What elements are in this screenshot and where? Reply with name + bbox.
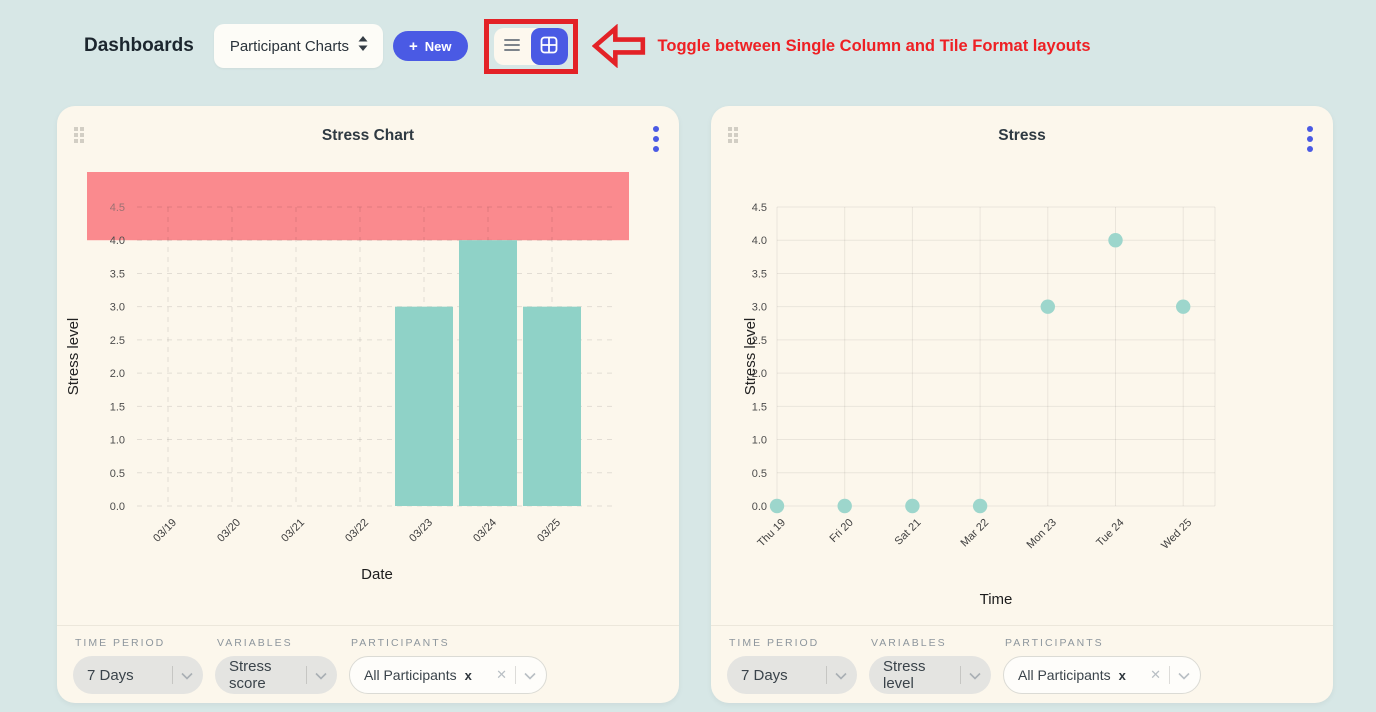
layout-toggle (493, 27, 568, 65)
svg-text:4.5: 4.5 (752, 202, 767, 214)
svg-text:0.0: 0.0 (752, 501, 767, 513)
svg-text:Stress level: Stress level (65, 318, 82, 396)
time-period-select[interactable]: 7 Days (727, 656, 857, 694)
participants-tag: All Participants (364, 667, 457, 683)
participants-select[interactable]: All Participants x ✕ (349, 656, 547, 694)
grid-icon (540, 36, 558, 57)
svg-text:2.5: 2.5 (752, 335, 767, 347)
remove-tag-icon[interactable]: x (464, 667, 472, 683)
participants-select[interactable]: All Participants x ✕ (1003, 656, 1201, 694)
variables-label: VARIABLES (871, 637, 947, 649)
svg-text:2.0: 2.0 (752, 368, 767, 380)
card-header: Stress Chart (57, 106, 679, 164)
annotation-text: Toggle between Single Column and Tile Fo… (657, 36, 1091, 55)
variables-label: VARIABLES (217, 637, 293, 649)
svg-text:1.5: 1.5 (110, 401, 125, 413)
participants-tag: All Participants (1018, 667, 1111, 683)
chevron-down-icon (315, 667, 327, 684)
svg-text:Time: Time (980, 591, 1013, 608)
participants-label: PARTICIPANTS (351, 637, 450, 649)
single-column-layout-button[interactable] (494, 28, 531, 65)
svg-text:03/20: 03/20 (215, 517, 243, 545)
red-highlight-box (483, 18, 578, 74)
variables-select[interactable]: Stress level (869, 656, 991, 694)
kebab-menu-button[interactable] (647, 120, 665, 158)
svg-text:1.0: 1.0 (752, 435, 767, 447)
svg-text:Stress level: Stress level (742, 318, 759, 396)
svg-text:0.5: 0.5 (752, 468, 767, 480)
card-header: Stress (711, 106, 1333, 164)
svg-text:2.5: 2.5 (110, 335, 125, 347)
drag-handle-icon[interactable] (74, 127, 84, 143)
svg-text:Mar 22: Mar 22 (959, 517, 992, 550)
stress-scatter-card: Stress 0.0 0.5 1.0 1.5 2.0 2.5 3.0 3.5 4.0 4.5 Thu… (711, 106, 1333, 703)
svg-text:3.5: 3.5 (752, 268, 767, 280)
kebab-menu-button[interactable] (1301, 120, 1319, 158)
time-period-label: TIME PERIOD (75, 637, 166, 649)
svg-text:0.0: 0.0 (110, 501, 125, 513)
plus-icon: + (409, 37, 418, 55)
annotation-arrow-left-icon (591, 24, 646, 68)
svg-text:Wed 25: Wed 25 (1159, 517, 1194, 552)
new-dashboard-button[interactable]: + New (393, 31, 468, 61)
svg-text:1.0: 1.0 (110, 435, 125, 447)
variables-select[interactable]: Stress score (215, 656, 337, 694)
dashboard-grid: Stress Chart 0.0 0.5 1.0 1.5 2.0 2.5 3.0 3.5 4.0… (0, 106, 1376, 703)
stress-chart-card: Stress Chart 0.0 0.5 1.0 1.5 2.0 2.5 3.0 3.5 4.0… (57, 106, 679, 703)
tile-format-layout-button[interactable] (530, 27, 568, 65)
svg-text:Mon 23: Mon 23 (1024, 517, 1058, 551)
time-period-select[interactable]: 7 Days (73, 656, 203, 694)
clear-icon[interactable]: ✕ (1150, 667, 1161, 682)
chart-title: Stress Chart (321, 127, 415, 144)
clear-icon[interactable]: ✕ (496, 667, 507, 682)
stress-scatter-chart: 0.0 0.5 1.0 1.5 2.0 2.5 3.0 3.5 4.0 4.5 Thu 19 Fri … (711, 164, 1333, 625)
svg-text:3.5: 3.5 (110, 268, 125, 280)
sort-arrows-icon (357, 35, 369, 57)
svg-text:03/22: 03/22 (343, 517, 371, 545)
time-period-label: TIME PERIOD (729, 637, 820, 649)
list-icon (503, 38, 521, 55)
svg-text:03/23: 03/23 (407, 517, 435, 545)
svg-text:03/21: 03/21 (279, 517, 307, 545)
svg-text:4.0: 4.0 (110, 235, 125, 247)
svg-text:03/24: 03/24 (471, 517, 499, 545)
chart-filters: TIME PERIOD 7 Days VARIABLES Stress scor… (57, 625, 679, 703)
svg-text:3.0: 3.0 (752, 302, 767, 314)
dashboard-selector-value: Participant Charts (229, 37, 350, 55)
participants-label: PARTICIPANTS (1005, 637, 1104, 649)
chevron-down-icon (1178, 667, 1190, 683)
svg-text:Thu 19: Thu 19 (755, 517, 788, 550)
chevron-down-icon (835, 667, 847, 684)
svg-text:Sat 21: Sat 21 (893, 517, 924, 548)
chart-title: Stress (998, 127, 1046, 144)
svg-text:03/25: 03/25 (535, 517, 563, 545)
svg-text:4.0: 4.0 (752, 235, 767, 247)
stress-bar-chart: 0.0 0.5 1.0 1.5 2.0 2.5 3.0 3.5 4.0 4.5 03/19 03/20… (57, 164, 679, 625)
chevron-down-icon (969, 667, 981, 684)
new-button-label: New (424, 38, 452, 54)
drag-handle-icon[interactable] (728, 127, 738, 143)
page-title: Dashboards (84, 35, 194, 56)
svg-text:1.5: 1.5 (752, 401, 767, 413)
chevron-down-icon (181, 667, 193, 684)
svg-text:Fri 20: Fri 20 (827, 517, 855, 545)
dashboard-selector[interactable]: Participant Charts (213, 24, 384, 68)
svg-text:0.5: 0.5 (110, 468, 125, 480)
chevron-down-icon (524, 667, 536, 683)
svg-text:Tue 24: Tue 24 (1094, 517, 1126, 549)
svg-text:03/19: 03/19 (151, 517, 179, 545)
svg-text:2.0: 2.0 (110, 368, 125, 380)
remove-tag-icon[interactable]: x (1118, 667, 1126, 683)
svg-text:Date: Date (361, 566, 393, 583)
svg-text:4.5: 4.5 (110, 202, 125, 214)
chart-filters: TIME PERIOD 7 Days VARIABLES Stress leve… (711, 625, 1333, 703)
topbar: Dashboards Participant Charts + New Togg (84, 18, 1376, 74)
svg-text:3.0: 3.0 (110, 302, 125, 314)
